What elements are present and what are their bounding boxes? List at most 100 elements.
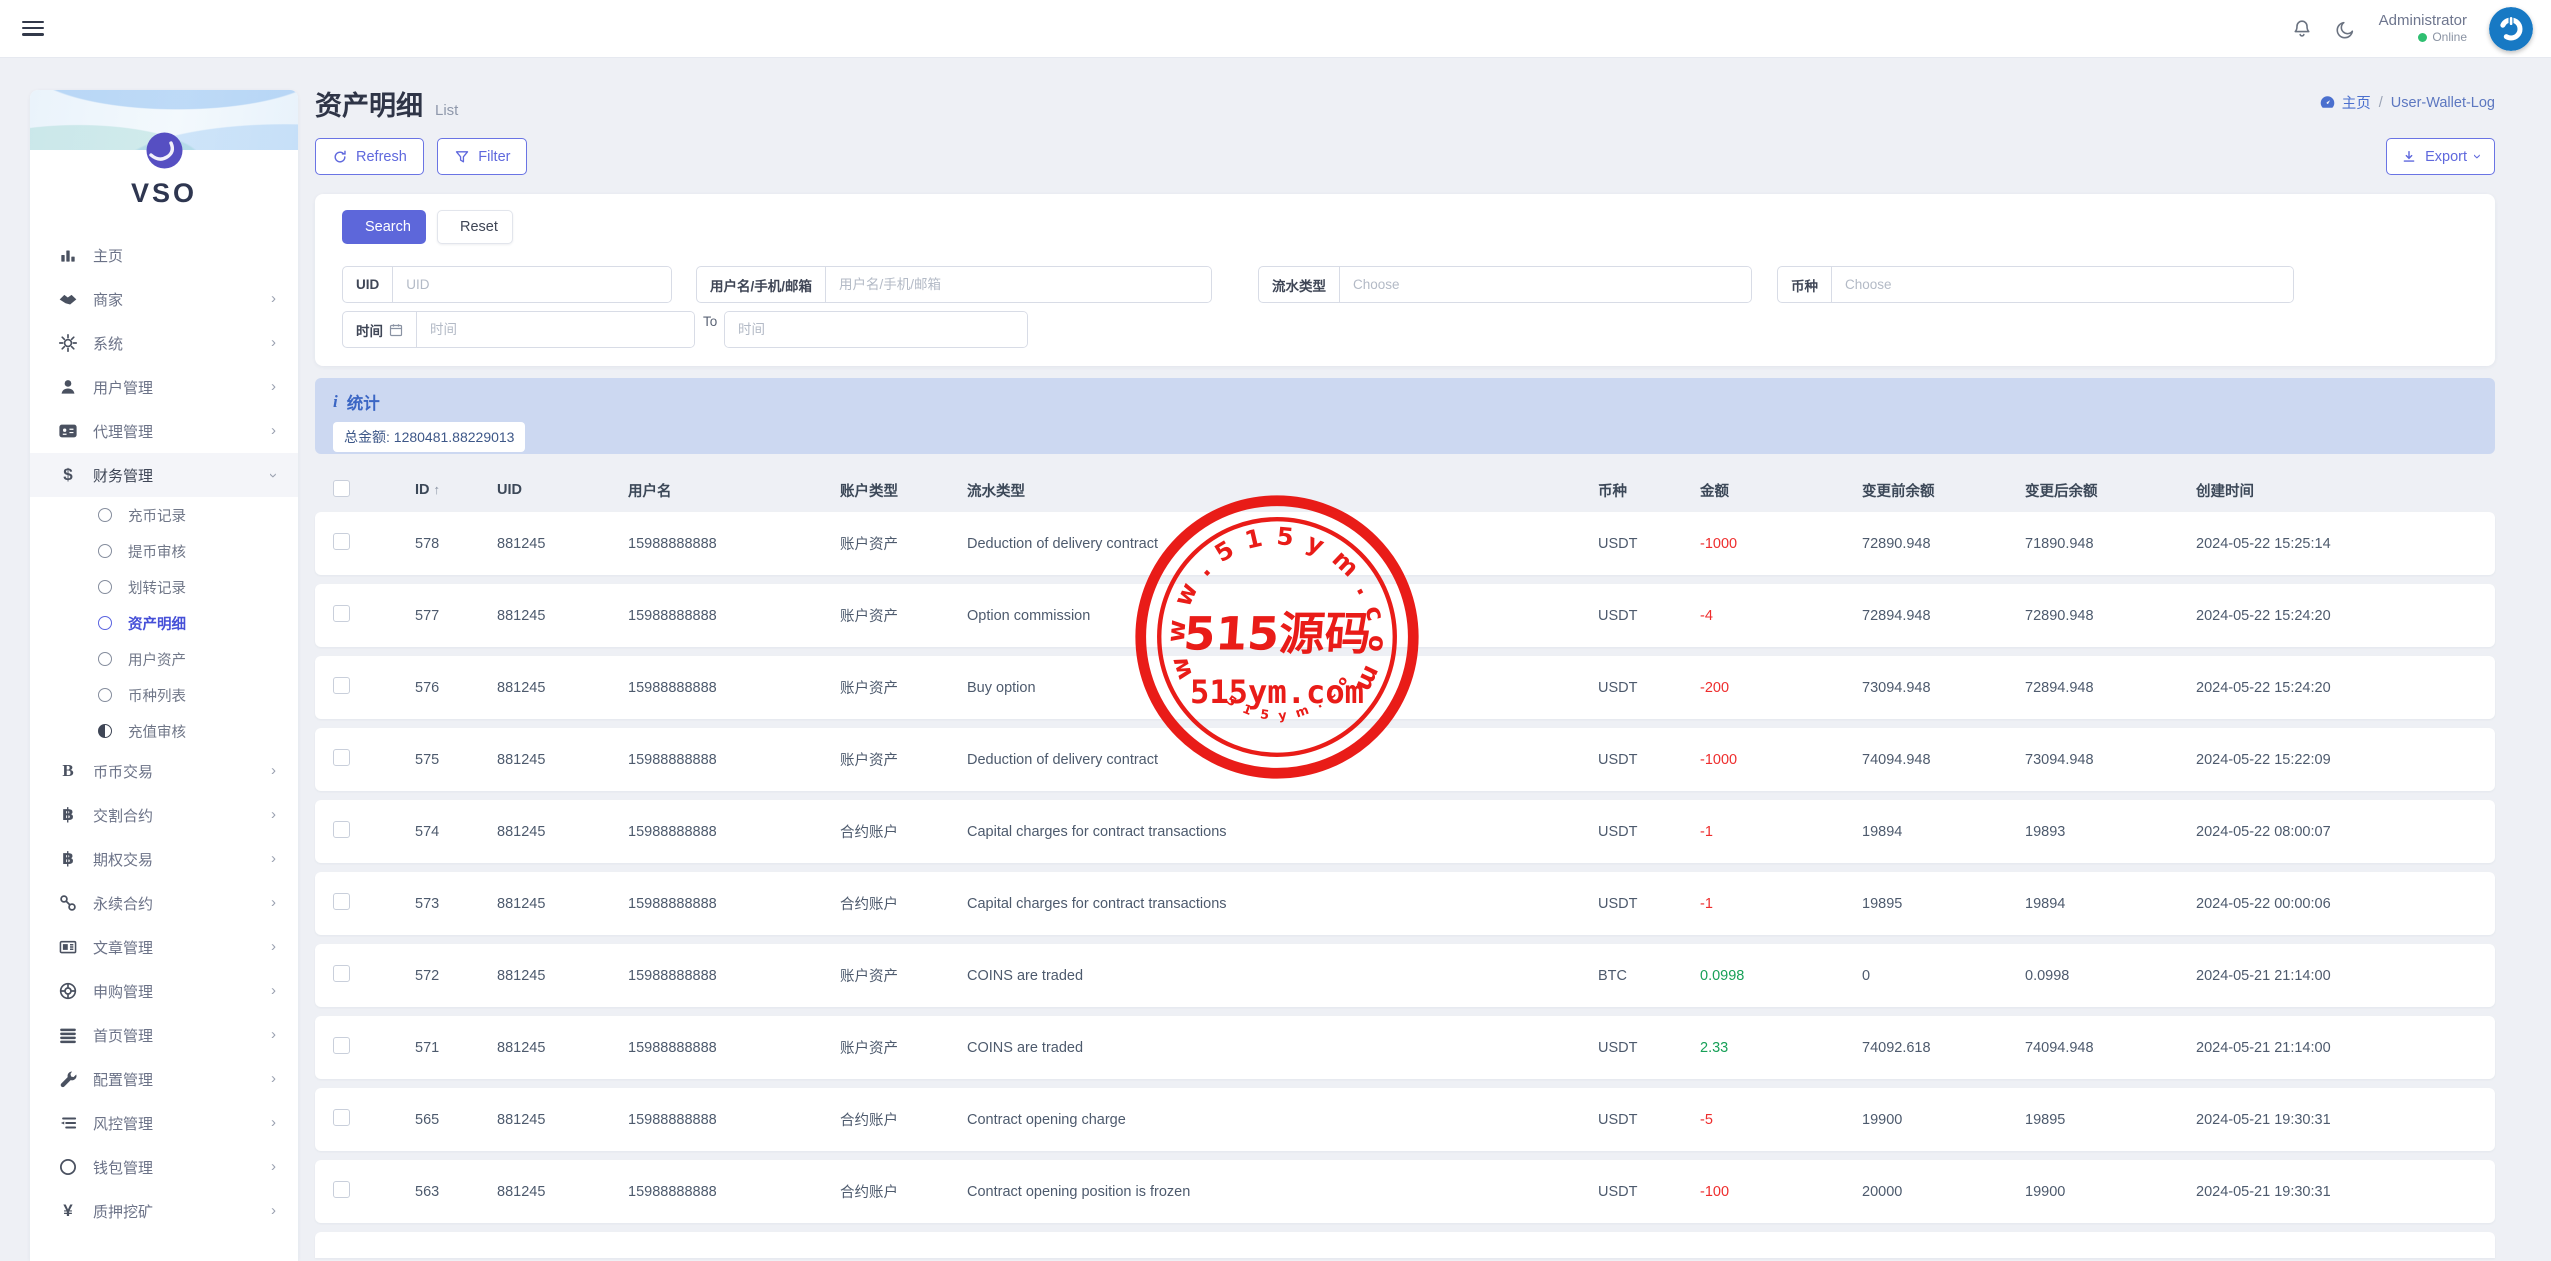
- life-ring-icon: [58, 981, 78, 1001]
- sidebar-subitem-recharge-review[interactable]: 充值审核: [30, 713, 298, 749]
- circle-icon: [98, 616, 112, 630]
- select-all-checkbox[interactable]: [333, 480, 350, 497]
- row-checkbox[interactable]: [333, 1181, 350, 1198]
- circle-icon: [98, 544, 112, 558]
- cell-created-at: 2024-05-21 19:30:31: [2196, 1112, 2495, 1128]
- time-to-input[interactable]: [725, 312, 1027, 347]
- asset-log-table: ID↑ UID 用户名 账户类型 流水类型 币种 金额 变更前余额 变更后余额 …: [315, 468, 2495, 1258]
- refresh-button[interactable]: Refresh: [315, 138, 424, 175]
- sidebar-item-risk-management[interactable]: 风控管理 ›: [30, 1101, 298, 1145]
- row-checkbox[interactable]: [333, 605, 350, 622]
- sidebar-subitem-user-assets[interactable]: 用户资产: [30, 641, 298, 677]
- cell-amount: -5: [1700, 1112, 1862, 1128]
- cell-account-type: 账户资产: [840, 605, 967, 626]
- chevron-right-icon: ›: [271, 762, 276, 779]
- hamburger-menu-icon[interactable]: [22, 17, 44, 39]
- handshake-icon: [58, 289, 78, 309]
- export-button[interactable]: Export ›: [2386, 138, 2495, 175]
- sidebar-subitem-deposit-records[interactable]: 充币记录: [30, 497, 298, 533]
- bar-chart-icon: [58, 245, 78, 265]
- row-checkbox[interactable]: [333, 893, 350, 910]
- sidebar-item-system[interactable]: 系统 ›: [30, 321, 298, 365]
- bitcoin-icon: ฿: [58, 849, 78, 869]
- sidebar-item-article-management[interactable]: 文章管理 ›: [30, 925, 298, 969]
- coin-select[interactable]: [1832, 267, 2293, 302]
- sidebar-item-subscription-management[interactable]: 申购管理 ›: [30, 969, 298, 1013]
- breadcrumb-current[interactable]: User-Wallet-Log: [2391, 95, 2495, 111]
- column-header-account-type[interactable]: 账户类型: [840, 480, 967, 501]
- sidebar-item-config-management[interactable]: 配置管理 ›: [30, 1057, 298, 1101]
- sidebar-item-staking-mining[interactable]: ¥ 质押挖矿 ›: [30, 1189, 298, 1233]
- circle-icon: [98, 508, 112, 522]
- column-header-amount[interactable]: 金额: [1700, 480, 1862, 501]
- row-checkbox[interactable]: [333, 965, 350, 982]
- sidebar-item-spot-trading[interactable]: B 币币交易 ›: [30, 749, 298, 793]
- dark-mode-moon-icon[interactable]: [2335, 18, 2357, 40]
- refresh-icon: [332, 149, 348, 165]
- row-checkbox[interactable]: [333, 1109, 350, 1126]
- filter-funnel-icon: [454, 149, 470, 165]
- brand-logo[interactable]: VSO: [30, 132, 298, 209]
- chevron-right-icon: ›: [271, 894, 276, 911]
- column-header-created-at[interactable]: 创建时间: [2196, 480, 2495, 501]
- row-checkbox[interactable]: [333, 821, 350, 838]
- cell-balance-before: 19900: [1862, 1112, 2025, 1128]
- sidebar-menu: 主页 商家 › 系统 › 用户管理 › 代理管理 › $ 财务管理 ›: [30, 233, 298, 1233]
- brand-logo-icon: [146, 132, 183, 169]
- sidebar-item-homepage-management[interactable]: 首页管理 ›: [30, 1013, 298, 1057]
- filter-button[interactable]: Filter: [437, 138, 527, 175]
- user-input[interactable]: [826, 267, 1211, 302]
- column-header-username[interactable]: 用户名: [628, 480, 840, 501]
- row-checkbox[interactable]: [333, 1037, 350, 1054]
- chevron-right-icon: ›: [271, 378, 276, 395]
- search-button[interactable]: Search: [342, 210, 426, 244]
- circle-outline-icon: [58, 1157, 78, 1177]
- cell-balance-after: 73094.948: [2025, 752, 2196, 768]
- chevron-down-icon: ›: [2469, 154, 2486, 159]
- sidebar-item-wallet-management[interactable]: 钱包管理 ›: [30, 1145, 298, 1189]
- sidebar-item-user-management[interactable]: 用户管理 ›: [30, 365, 298, 409]
- cell-uid: 881245: [497, 1112, 628, 1128]
- cell-balance-before: 0: [1862, 968, 2025, 984]
- coin-field-group: 币种: [1777, 266, 2294, 303]
- sidebar-subitem-coin-list[interactable]: 币种列表: [30, 677, 298, 713]
- cell-flow-type: COINS are traded: [967, 968, 1598, 984]
- breadcrumb-home-link[interactable]: 主页: [2319, 92, 2371, 113]
- sidebar-subitem-asset-details[interactable]: 资产明细: [30, 605, 298, 641]
- user-info[interactable]: Administrator Online: [2379, 12, 2467, 46]
- sidebar: VSO 主页 商家 › 系统 › 用户管理 › 代理管理 › $ 财务管理: [30, 90, 298, 1261]
- sidebar-item-option-trading[interactable]: ฿ 期权交易 ›: [30, 837, 298, 881]
- cell-amount: -1000: [1700, 752, 1862, 768]
- notification-bell-icon[interactable]: [2291, 18, 2313, 40]
- cell-balance-after: 19900: [2025, 1184, 2196, 1200]
- column-header-coin[interactable]: 币种: [1598, 480, 1700, 501]
- reset-button[interactable]: Reset: [437, 210, 513, 244]
- column-header-flow-type[interactable]: 流水类型: [967, 480, 1598, 501]
- cell-balance-before: 74092.618: [1862, 1040, 2025, 1056]
- time-from-input[interactable]: [417, 312, 694, 347]
- chevron-right-icon: ›: [271, 850, 276, 867]
- flow-type-select[interactable]: [1340, 267, 1751, 302]
- sidebar-subitem-transfer-records[interactable]: 划转记录: [30, 569, 298, 605]
- breadcrumb: 主页 / User-Wallet-Log: [2319, 92, 2495, 113]
- sidebar-item-agent-management[interactable]: 代理管理 ›: [30, 409, 298, 453]
- cell-balance-before: 72894.948: [1862, 608, 2025, 624]
- column-header-uid[interactable]: UID: [497, 482, 628, 498]
- user-avatar[interactable]: [2489, 7, 2533, 51]
- cell-username: 15988888888: [628, 896, 840, 912]
- sidebar-item-home[interactable]: 主页: [30, 233, 298, 277]
- cell-uid: 881245: [497, 752, 628, 768]
- column-header-balance-after[interactable]: 变更后余额: [2025, 480, 2196, 501]
- row-checkbox[interactable]: [333, 677, 350, 694]
- uid-input[interactable]: [393, 267, 671, 302]
- column-header-id[interactable]: ID↑: [415, 482, 497, 498]
- sidebar-subitem-withdraw-review[interactable]: 提币审核: [30, 533, 298, 569]
- sidebar-item-merchant[interactable]: 商家 ›: [30, 277, 298, 321]
- sidebar-item-finance-management[interactable]: $ 财务管理 ›: [30, 453, 298, 497]
- sidebar-item-perpetual-contract[interactable]: 永续合约 ›: [30, 881, 298, 925]
- circle-icon: [98, 652, 112, 666]
- column-header-balance-before[interactable]: 变更前余额: [1862, 480, 2025, 501]
- row-checkbox[interactable]: [333, 533, 350, 550]
- sidebar-item-delivery-contract[interactable]: ฿ 交割合约 ›: [30, 793, 298, 837]
- row-checkbox[interactable]: [333, 749, 350, 766]
